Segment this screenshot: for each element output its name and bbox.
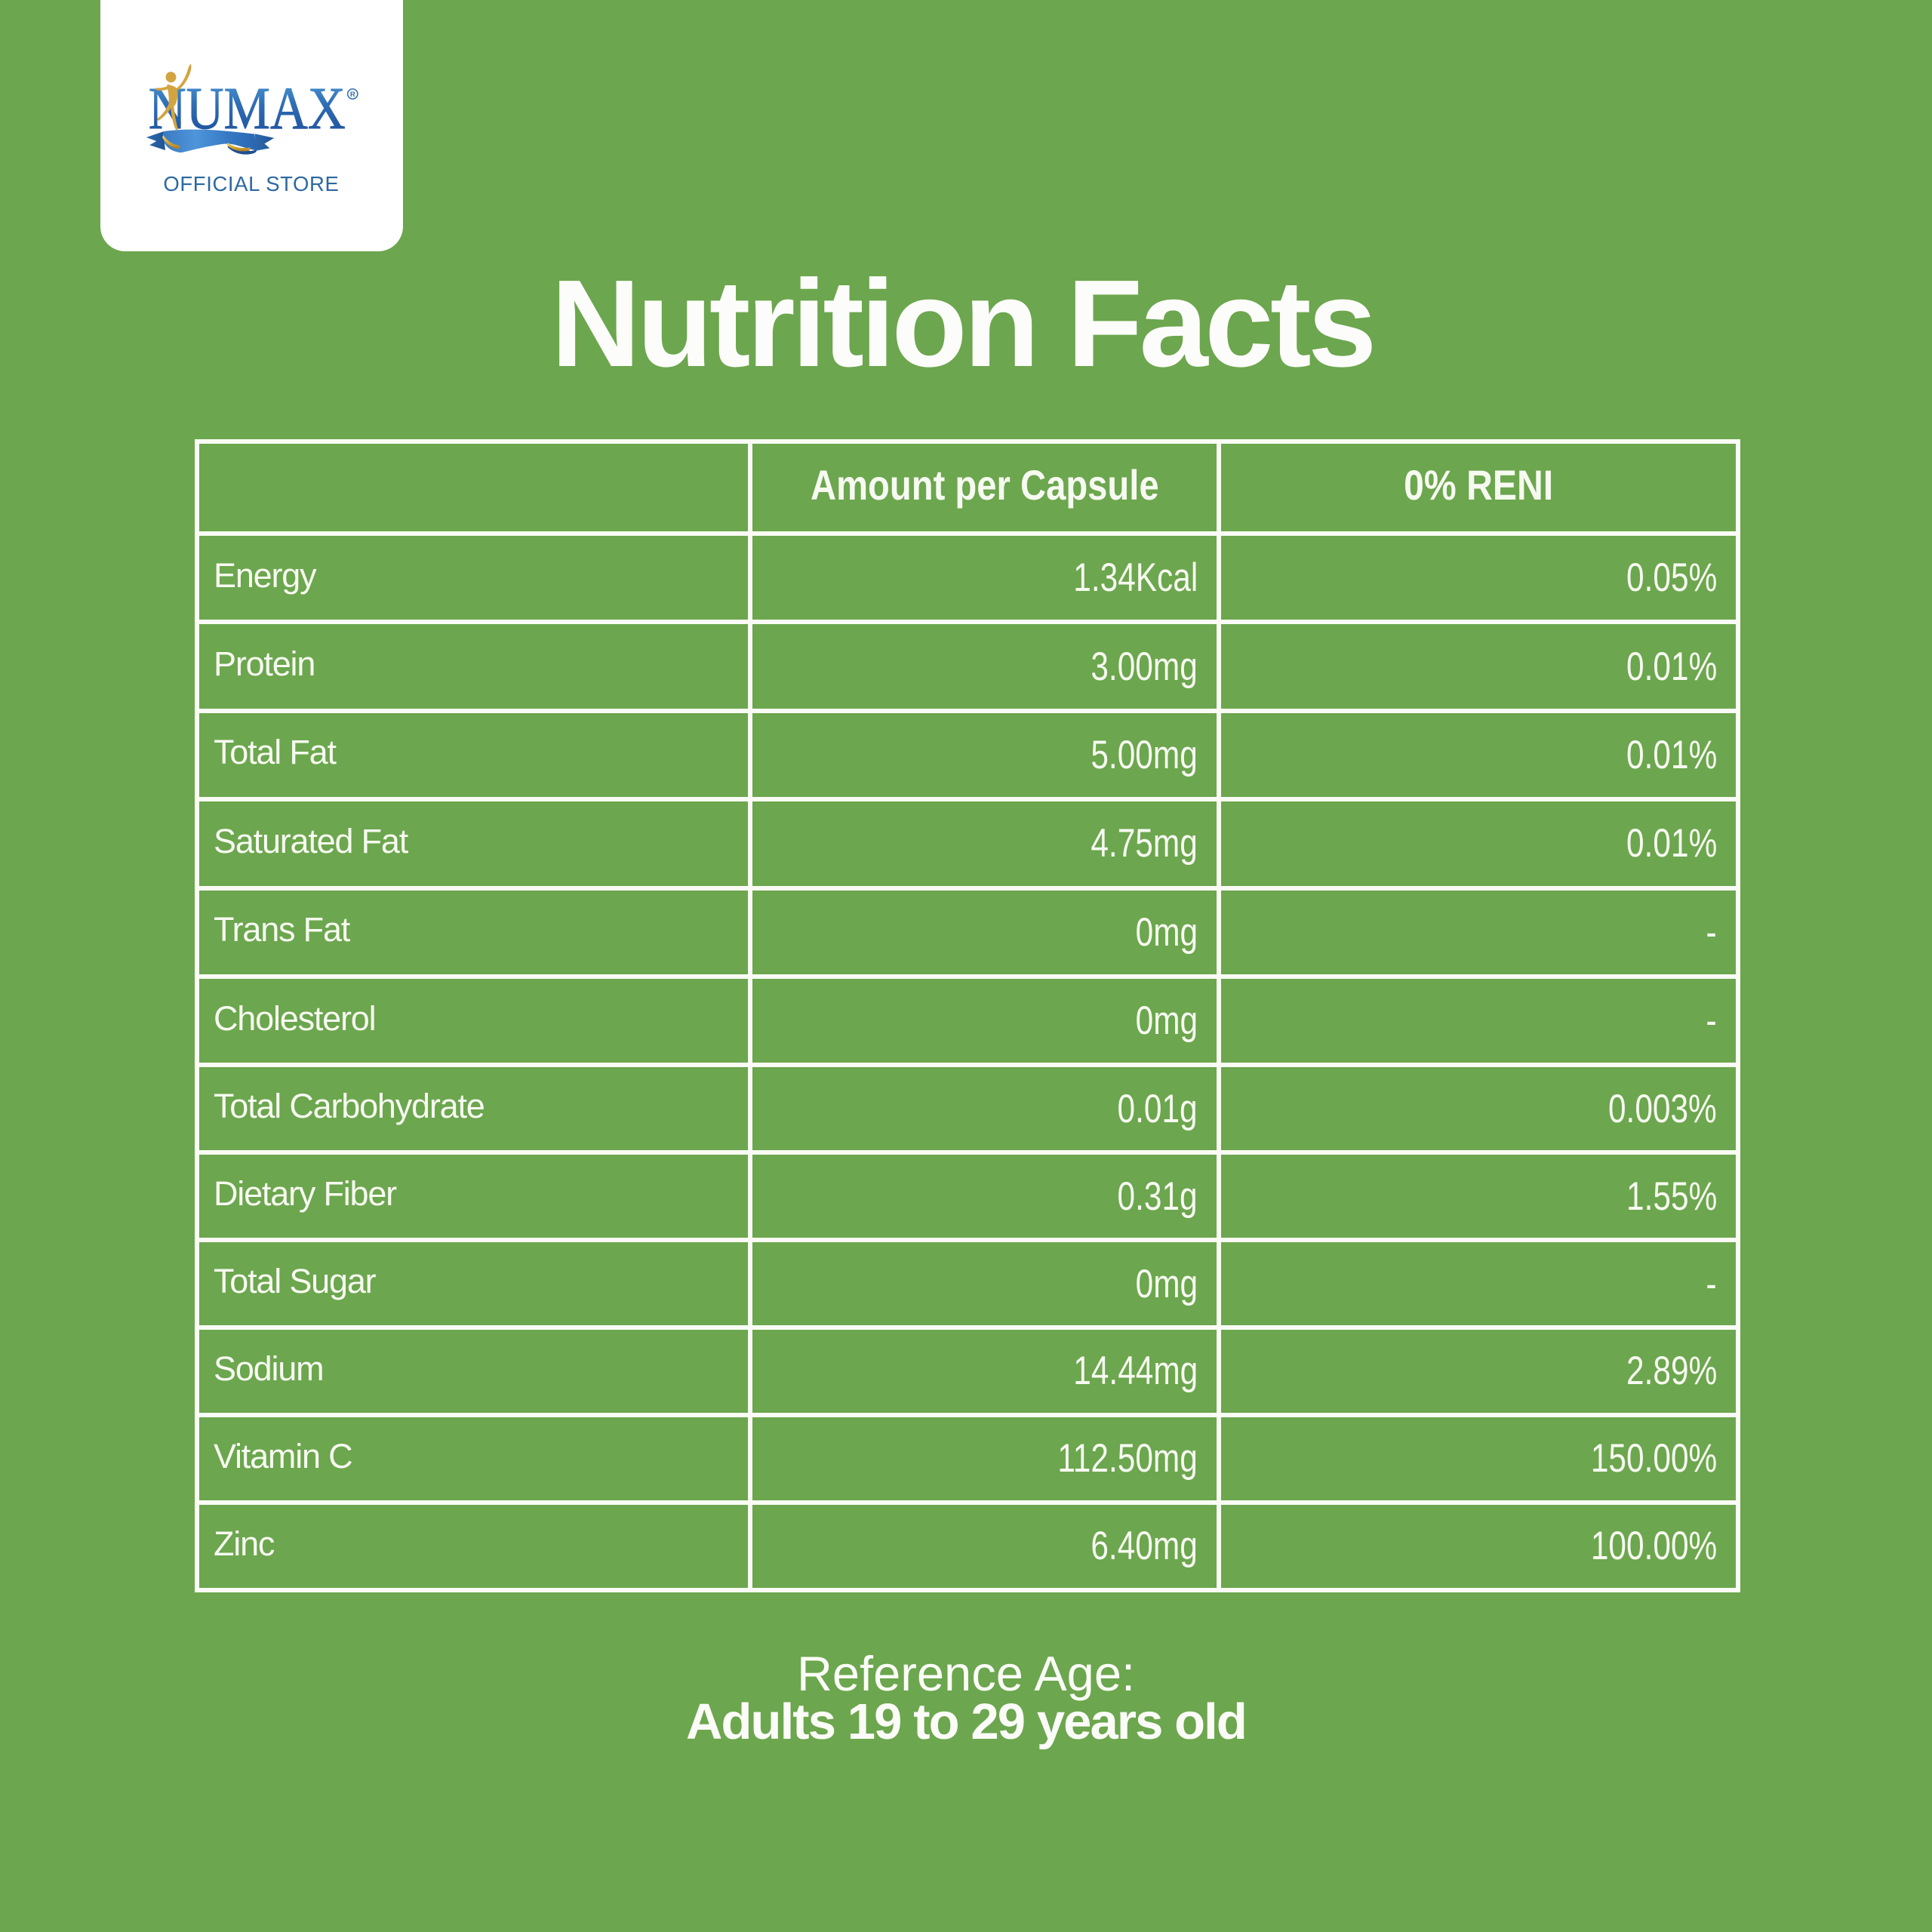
svg-text:OFFICIAL STORE: OFFICIAL STORE xyxy=(163,172,339,195)
svg-text:R: R xyxy=(350,91,355,99)
